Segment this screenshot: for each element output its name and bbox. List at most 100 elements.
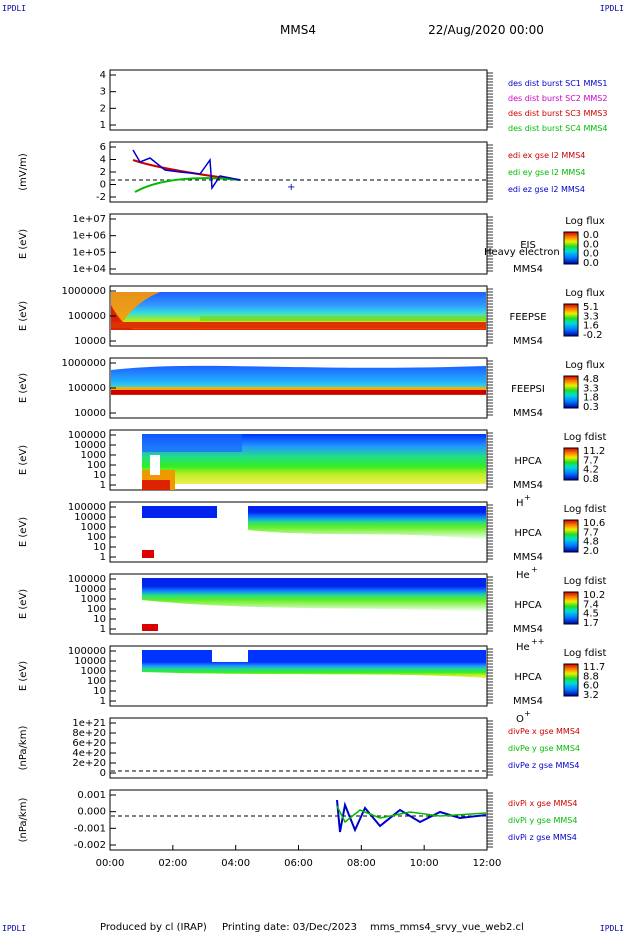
legend-entry-edi: edi ex gse l2 MMS4 [508, 151, 585, 160]
ytick-label-hpca_o: 10000 [74, 656, 106, 667]
colorbar-feepse [563, 303, 579, 337]
footer-printing-date: Printing date: 03/Dec/2023 [222, 922, 357, 933]
ytick-label-hpca_h: 1000 [81, 450, 106, 461]
ytick-label-dist: 3 [100, 87, 106, 98]
colorbar-tick-hpca_he: 2.0 [583, 546, 599, 557]
species-label-hpca_hepp: He [516, 642, 530, 653]
ylabel-hpca_o: E (eV) [18, 661, 29, 691]
feepsi-spectrogram [111, 365, 486, 395]
ytick-label-hpca_h: 10000 [74, 440, 106, 451]
ytick-label-divpe: 4e+20 [72, 748, 106, 759]
panel-frame-eis [109, 213, 488, 275]
ylabel-hpca_h: E (eV) [18, 445, 29, 475]
colorbar-tick-hpca_hepp: 1.7 [583, 618, 599, 629]
colorbar-tick-hpca_h: 0.8 [583, 474, 599, 485]
ytick-label-edi: 4 [100, 155, 106, 166]
spacecraft-label-hpca_he: MMS4 [513, 552, 543, 563]
ytick-label-hpca_o: 100000 [68, 646, 106, 657]
ytick-label-edi: 2 [100, 167, 106, 178]
hpca-o-spectrogram [142, 650, 486, 678]
colorbar-tick-feepse: 3.3 [583, 311, 599, 322]
hpca-hepp-spectrogram [142, 578, 486, 631]
edi-traces: + [111, 149, 486, 193]
colorbar-tick-feepse: 5.1 [583, 302, 599, 313]
xtick-label: 00:00 [96, 858, 125, 869]
colorbar-tick-hpca_o: 6.0 [583, 681, 599, 692]
instrument-label-hpca_hepp: HPCA [514, 600, 542, 611]
colorbar-tick-hpca_h: 11.2 [583, 446, 605, 457]
panel-frame-edi [109, 141, 488, 203]
spacecraft-label-hpca_h: MMS4 [513, 480, 543, 491]
footer-filename: mms_mms4_srvy_vue_web2.cl [370, 922, 524, 933]
corner-label-bottom-left: IPDLI [2, 924, 27, 933]
colorbar-tick-feepse: -0.2 [583, 330, 603, 341]
colorbar-title-hpca_h: Log fdist [564, 432, 607, 443]
ytick-label-divpi: -0.002 [74, 840, 106, 851]
ytick-label-hpca_he: 10000 [74, 512, 106, 523]
ytick-label-hpca_he: 1 [100, 552, 106, 563]
ytick-label-edi: -2 [96, 192, 106, 203]
legend-entry-dist: des dist burst SC2 MMS2 [508, 94, 607, 103]
colorbar-hpca_o [563, 663, 579, 697]
legend-entry-divpe: divPe z gse MMS4 [508, 761, 579, 770]
ytick-label-hpca_h: 1 [100, 480, 106, 491]
colorbar-tick-hpca_h: 4.2 [583, 465, 599, 476]
ytick-label-hpca_hepp: 10 [93, 614, 106, 625]
legend-entry-dist: des dist burst SC4 MMS4 [508, 124, 607, 133]
corner-label-top-right: IPDLI [599, 4, 624, 13]
ytick-label-hpca_hepp: 1 [100, 624, 106, 635]
spacecraft-title: MMS4 [280, 23, 316, 37]
ytick-label-hpca_he: 100 [87, 532, 106, 543]
ytick-label-eis: 1e+05 [72, 247, 106, 258]
ytick-label-hpca_hepp: 100000 [68, 574, 106, 585]
ylabel-divpe: (nPa/km) [18, 726, 29, 771]
species-label-hpca_h: H [516, 498, 524, 509]
ytick-label-feepse: 1000000 [61, 286, 106, 297]
colorbar-tick-hpca_hepp: 10.2 [583, 590, 605, 601]
species-charge-hpca_hepp: ++ [531, 637, 544, 646]
ytick-label-hpca_o: 10 [93, 686, 106, 697]
ytick-label-eis: 1e+07 [72, 214, 106, 225]
ytick-label-divpe: 6e+20 [72, 738, 106, 749]
ytick-label-hpca_o: 1 [100, 696, 106, 707]
ytick-label-feepse: 10000 [74, 336, 106, 347]
species-charge-hpca_he: + [531, 565, 538, 574]
colorbar-title-hpca_o: Log fdist [564, 648, 607, 659]
date-title: 22/Aug/2020 00:00 [428, 23, 544, 37]
ylabel-eis: E (eV) [18, 229, 29, 259]
ylabel-feepsi: E (eV) [18, 373, 29, 403]
ytick-label-edi: 0 [100, 180, 106, 191]
colorbar-tick-hpca_o: 11.7 [583, 662, 605, 673]
spacecraft-label-eis: MMS4 [513, 264, 543, 275]
instrument-label-hpca_he: HPCA [514, 528, 542, 539]
legend-entry-divpe: divPe x gse MMS4 [508, 727, 580, 736]
ylabel-hpca_he: E (eV) [18, 517, 29, 547]
feepse-spectrogram [111, 292, 486, 330]
colorbar-title-hpca_he: Log fdist [564, 504, 607, 515]
colorbar-tick-feepsi: 0.3 [583, 402, 599, 413]
colorbar-tick-hpca_he: 10.6 [583, 518, 605, 529]
ytick-label-hpca_h: 100 [87, 460, 106, 471]
legend-entry-divpi: divPi x gse MMS4 [508, 799, 577, 808]
legend-entry-edi: edi ey gse l2 MMS4 [508, 168, 586, 177]
xtick-label: 12:00 [473, 858, 502, 869]
colorbar-hpca_hepp [563, 591, 579, 625]
colorbar-eis [563, 231, 579, 265]
xtick-label: 02:00 [158, 858, 187, 869]
xtick-label: 08:00 [347, 858, 376, 869]
instrument-label-eis: EIS [520, 240, 536, 251]
footer-produced-by: Produced by cl (IRAP) [100, 922, 207, 933]
ytick-label-divpi: -0.001 [74, 823, 106, 834]
legend-entry-dist: des dist burst SC1 MMS1 [508, 79, 607, 88]
species-charge-hpca_o: + [524, 709, 531, 718]
colorbar-tick-hpca_hepp: 4.5 [583, 609, 599, 620]
divpi-trace [111, 799, 487, 833]
colorbar-tick-hpca_o: 8.8 [583, 671, 599, 682]
panel-frame-divpe [109, 717, 488, 779]
colorbar-tick-hpca_he: 7.7 [583, 527, 599, 538]
colorbar-tick-hpca_o: 3.2 [583, 690, 599, 701]
ytick-label-feepsi: 100000 [68, 383, 106, 394]
legend-entry-divpi: divPi y gse MMS4 [508, 816, 577, 825]
colorbar-title-feepse: Log flux [565, 288, 605, 299]
ytick-label-hpca_he: 10 [93, 542, 106, 553]
